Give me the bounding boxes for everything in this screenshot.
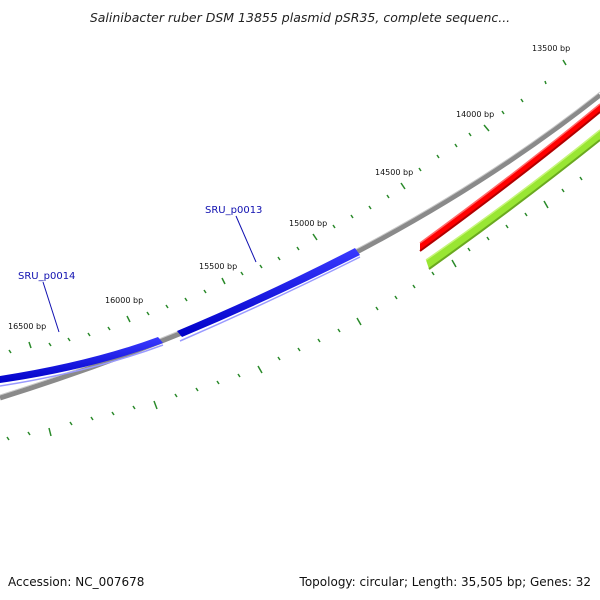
gene-label-SRU_p0014[interactable]: SRU_p0014 xyxy=(18,271,75,282)
topology-summary: Topology: circular; Length: 35,505 bp; G… xyxy=(299,575,591,589)
gene-SRU_p0014[interactable] xyxy=(0,337,164,387)
gene-forward-green[interactable] xyxy=(425,129,600,270)
gene-label-leader-p0014 xyxy=(42,281,60,333)
bp-label-14500: 14500 bp xyxy=(375,168,413,177)
gene-forward-red[interactable] xyxy=(419,103,600,252)
inner-tick-ring xyxy=(6,176,583,441)
bp-label-15000: 15000 bp xyxy=(289,219,327,228)
gene-label-SRU_p0013[interactable]: SRU_p0013 xyxy=(205,205,262,216)
bp-label-16500: 16500 bp xyxy=(8,322,46,331)
gene-label-leader-p0013 xyxy=(235,215,257,263)
gene-SRU_p0013[interactable] xyxy=(177,248,361,342)
outer-tick-ring xyxy=(8,59,567,354)
map-title: Salinibacter ruber DSM 13855 plasmid pSR… xyxy=(89,10,511,25)
bp-label-14000: 14000 bp xyxy=(456,110,494,119)
plasmid-backbone xyxy=(0,93,600,401)
bp-label-15500: 15500 bp xyxy=(199,262,237,271)
accession-label: Accession: NC_007678 xyxy=(8,575,145,589)
bp-label-13500: 13500 bp xyxy=(532,44,570,53)
bp-label-16000: 16000 bp xyxy=(105,296,143,305)
